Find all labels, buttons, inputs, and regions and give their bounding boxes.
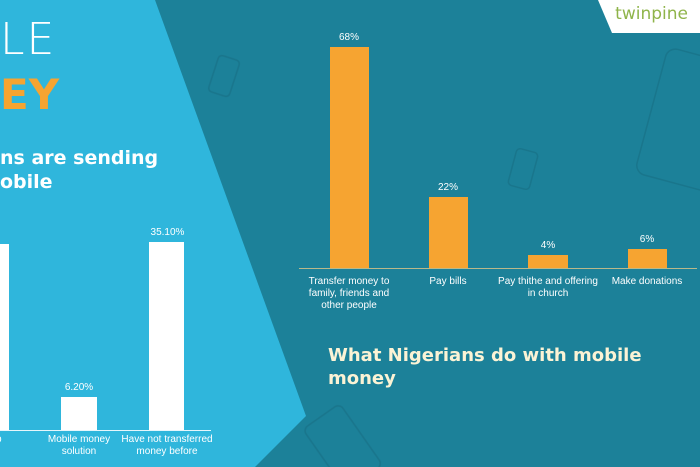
light-blue-panel — [0, 0, 306, 467]
bar — [528, 255, 568, 268]
title-line-1: LE — [0, 14, 57, 65]
bar-value: 22% — [437, 182, 458, 193]
bar-value: 4% — [540, 240, 556, 251]
bar — [61, 397, 97, 430]
bar-value: % — [0, 229, 10, 240]
phone-outline-icon — [304, 405, 382, 467]
bar — [628, 249, 667, 268]
bar — [330, 47, 369, 268]
bar-value: 6.20% — [64, 382, 94, 393]
bar-value: 35.10% — [150, 227, 185, 238]
bar — [149, 242, 184, 430]
bar — [429, 197, 468, 268]
twinpine-logo: twinpine — [615, 4, 688, 24]
bar — [0, 244, 9, 430]
bar-label: Pay bills — [429, 276, 467, 287]
title-line-2: EY — [0, 70, 60, 119]
bar-label: Mobile money solution — [47, 434, 111, 457]
phone-outline-icon — [507, 147, 539, 191]
tablet-outline-icon — [636, 48, 700, 192]
phone-outline-icon — [207, 54, 241, 98]
x-axis — [0, 430, 211, 431]
bar-label: Have not transferred money before — [121, 434, 213, 457]
right-chart-title: What Nigerians do with mobile money — [328, 345, 642, 389]
logo-tab — [598, 0, 700, 33]
bar-value: 68% — [338, 32, 359, 43]
bar-label: Make donations — [611, 276, 683, 287]
bar-label: Transfer money to family, friends and othe… — [308, 276, 390, 311]
x-axis — [299, 268, 697, 269]
left-subtitle: ns are sending obile — [0, 147, 159, 193]
bar-value: 6% — [639, 234, 655, 245]
bar-label: pp — [0, 434, 12, 446]
bar-label: Pay thithe and offering in church — [498, 276, 598, 299]
